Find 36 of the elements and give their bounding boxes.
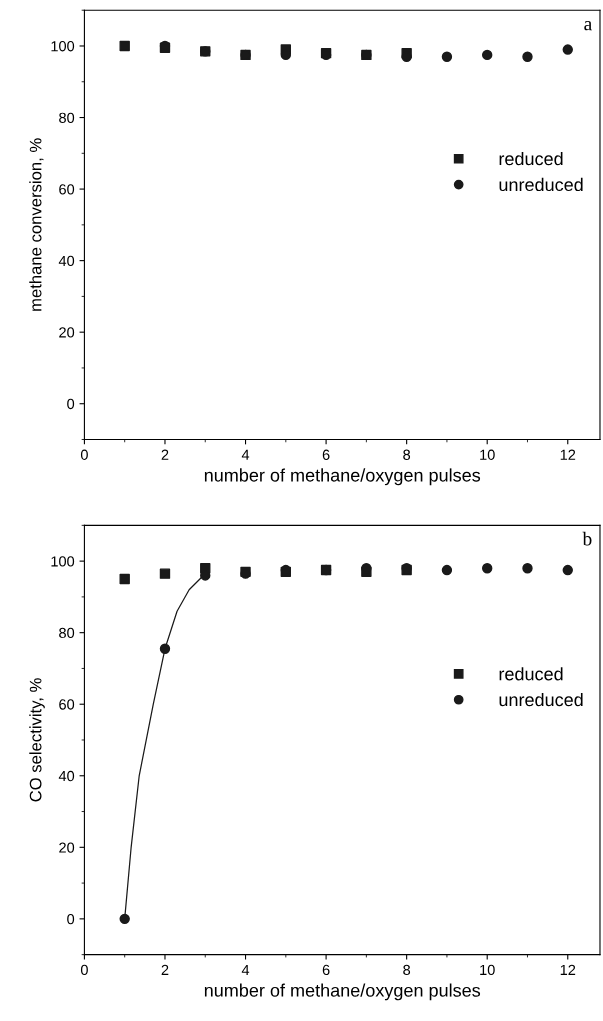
legend-label: unreduced bbox=[499, 692, 583, 707]
x-tick-label: 6 bbox=[322, 964, 330, 976]
annotation: b bbox=[582, 531, 592, 546]
y-tick-label: 100 bbox=[51, 41, 75, 52]
x-tick-label: 0 bbox=[80, 449, 88, 460]
legend-label: reduced bbox=[499, 151, 563, 166]
x-tick-label: 4 bbox=[241, 964, 250, 975]
legend-label: reduced bbox=[499, 667, 563, 681]
x-tick-label: 10 bbox=[480, 964, 495, 976]
annotation: a bbox=[584, 21, 592, 31]
y-tick-label: 60 bbox=[59, 184, 75, 195]
y-axis-title: methane conversion, % bbox=[29, 138, 44, 311]
y-tick-label: 40 bbox=[58, 255, 75, 267]
y-axis-title: CO selectivity, % bbox=[29, 678, 45, 802]
y-tick-label: 20 bbox=[59, 842, 75, 853]
x-tick-label: 6 bbox=[322, 449, 330, 460]
x-axis-title: number of methane/oxygen pulses bbox=[204, 983, 481, 1001]
y-tick-label: 80 bbox=[59, 627, 75, 639]
y-tick-label: 0 bbox=[67, 398, 75, 410]
x-axis-title: number of methane/oxygen pulses bbox=[204, 468, 481, 486]
y-tick-label: 80 bbox=[59, 112, 75, 123]
legend-label: unreduced bbox=[499, 177, 583, 192]
y-tick-label: 0 bbox=[67, 913, 75, 925]
y-tick-label: 100 bbox=[51, 556, 75, 567]
x-tick-label: 8 bbox=[403, 449, 411, 460]
x-tick-label: 2 bbox=[161, 449, 169, 460]
x-tick-label: 2 bbox=[161, 964, 169, 975]
x-tick-label: 0 bbox=[80, 964, 88, 976]
y-tick-label: 40 bbox=[58, 770, 75, 782]
x-tick-label: 12 bbox=[560, 964, 576, 975]
x-tick-label: 10 bbox=[480, 449, 495, 460]
x-tick-label: 12 bbox=[560, 449, 576, 460]
x-tick-label: 4 bbox=[241, 449, 250, 460]
x-tick-label: 8 bbox=[403, 964, 411, 976]
y-tick-label: 20 bbox=[59, 327, 75, 338]
y-tick-label: 60 bbox=[59, 699, 75, 710]
